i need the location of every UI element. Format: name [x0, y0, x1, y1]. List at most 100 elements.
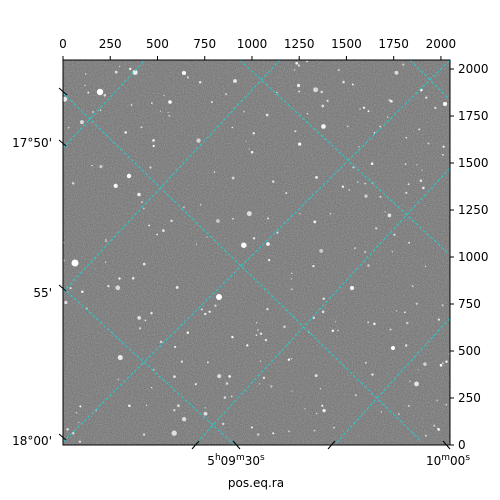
star	[131, 277, 135, 280]
star	[151, 102, 153, 104]
star	[291, 390, 293, 392]
right-tick-label: 750	[458, 297, 481, 311]
star	[210, 101, 213, 103]
plot-frame	[62, 59, 451, 446]
bright-star	[182, 71, 186, 75]
star	[364, 361, 367, 364]
star	[357, 181, 359, 183]
coordinate-grid	[63, 60, 450, 445]
star	[373, 322, 376, 326]
bright-star	[168, 100, 172, 104]
ra-tick-mark	[442, 440, 451, 450]
star	[348, 189, 350, 191]
star	[63, 96, 68, 102]
dec-tick-label: 55'	[33, 286, 52, 300]
star	[115, 285, 121, 291]
star	[391, 250, 394, 253]
star	[276, 91, 278, 94]
star	[407, 183, 410, 186]
star	[417, 369, 419, 371]
star	[186, 331, 190, 334]
star	[231, 126, 234, 129]
star	[257, 433, 260, 436]
star	[404, 344, 408, 347]
star	[198, 80, 202, 84]
star	[288, 430, 290, 433]
star	[359, 108, 361, 110]
star	[138, 327, 142, 330]
star	[411, 285, 414, 288]
star	[319, 248, 324, 253]
star	[375, 227, 378, 230]
star	[312, 265, 315, 268]
star	[373, 132, 376, 134]
star	[250, 426, 253, 429]
star	[291, 272, 293, 275]
star	[326, 99, 329, 102]
star	[99, 165, 103, 169]
top-tick-label: 1000	[237, 37, 268, 51]
star	[175, 285, 179, 289]
star	[379, 195, 382, 198]
star	[341, 185, 345, 188]
star	[124, 131, 128, 134]
right-pixel-axis: 0 250 500 750 1000 1250 1500 1750 2000	[450, 62, 489, 452]
star	[233, 79, 237, 83]
star	[354, 394, 357, 397]
star	[140, 201, 143, 203]
star	[337, 69, 340, 71]
star	[409, 380, 411, 382]
star	[118, 65, 121, 67]
star	[245, 140, 247, 142]
bright-star	[391, 346, 395, 350]
star	[145, 404, 148, 406]
star	[442, 154, 444, 156]
star	[78, 421, 80, 423]
star	[299, 213, 301, 215]
star	[439, 363, 443, 367]
star	[442, 145, 445, 148]
star	[79, 120, 84, 125]
top-tick-label: 1750	[378, 37, 409, 51]
star	[352, 166, 355, 169]
star	[195, 243, 198, 245]
star	[182, 206, 185, 209]
top-tick-label: 750	[193, 37, 216, 51]
bright-star	[96, 88, 104, 96]
star	[252, 132, 255, 135]
grid-line	[63, 60, 450, 443]
star	[445, 404, 448, 406]
star	[91, 164, 93, 167]
star	[171, 430, 177, 436]
star	[379, 125, 382, 128]
star	[433, 424, 436, 427]
star	[137, 316, 142, 320]
star	[203, 411, 208, 416]
star	[364, 182, 367, 185]
star	[387, 213, 392, 218]
star	[149, 166, 152, 169]
star	[79, 405, 82, 408]
star	[114, 70, 118, 74]
top-tick-label: 250	[99, 37, 122, 51]
star	[315, 176, 318, 179]
ra-tick-mark	[232, 440, 241, 450]
star	[200, 308, 203, 311]
star	[404, 163, 407, 165]
star	[272, 432, 275, 435]
top-tick-label: 1250	[284, 37, 315, 51]
star	[407, 404, 410, 407]
star	[402, 63, 405, 66]
star	[208, 310, 211, 313]
star	[298, 90, 300, 93]
star	[204, 407, 207, 409]
dec-tick-mark	[58, 433, 67, 441]
star	[66, 428, 69, 431]
star	[199, 204, 202, 206]
star	[143, 207, 145, 210]
star	[329, 213, 332, 215]
star	[424, 265, 427, 268]
star	[405, 136, 408, 139]
star	[287, 358, 291, 361]
star	[387, 116, 389, 118]
